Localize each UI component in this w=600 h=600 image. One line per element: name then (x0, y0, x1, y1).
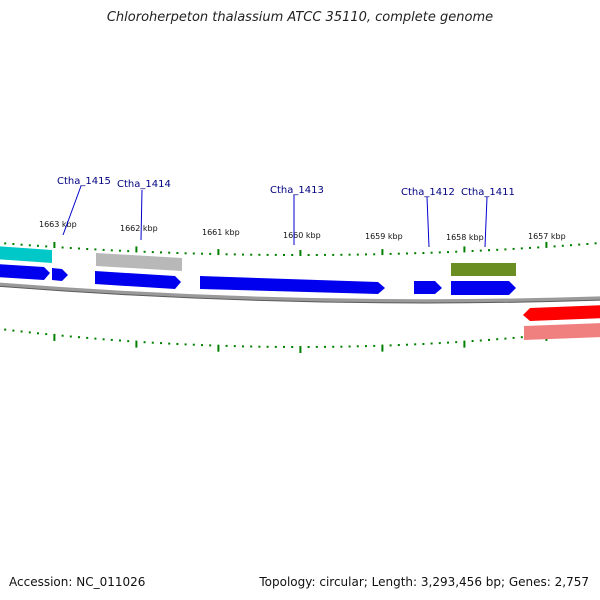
leader-line (426, 196, 430, 248)
gene-label-ctha-1413[interactable]: Ctha_1413 (270, 185, 324, 196)
gene-arrow-ctha-1412[interactable] (414, 281, 442, 294)
scale-label: 1663 kbp (39, 220, 77, 229)
gene-label-ctha-1414[interactable]: Ctha_1414 (117, 179, 171, 190)
scale-label: 1662 kbp (120, 224, 158, 233)
scale-label: 1660 kbp (283, 231, 321, 240)
gene-arrow-reverse[interactable] (523, 305, 600, 321)
inner-tick-ring (4, 328, 597, 353)
gene-arrow[interactable] (0, 264, 50, 280)
gene-label-ctha-1412[interactable]: Ctha_1412 (401, 187, 455, 198)
feature-cyan[interactable] (0, 246, 52, 263)
gene-label-ctha-1415[interactable]: Ctha_1415 (57, 176, 111, 187)
gene-arrow-ctha-1413[interactable] (200, 276, 385, 294)
outer-tick-ring (4, 241, 597, 256)
genome-summary: Topology: circular; Length: 3,293,456 bp… (259, 575, 589, 589)
leader-line (484, 196, 488, 248)
feature-gray[interactable] (96, 253, 182, 271)
scale-label: 1659 kbp (365, 232, 403, 241)
feature-olive[interactable] (451, 263, 516, 276)
scale-labels: 1663 kbp 1662 kbp 1661 kbp 1660 kbp 1659… (39, 220, 566, 242)
accession-label: Accession: NC_011026 (9, 575, 146, 589)
scale-label: 1658 kbp (446, 233, 484, 242)
gene-label-ctha-1411[interactable]: Ctha_1411 (461, 187, 515, 198)
feature-track-reverse (523, 305, 600, 340)
scale-label: 1661 kbp (202, 228, 240, 237)
gene-arrow-ctha-1411[interactable] (451, 281, 516, 295)
gene-arrow-ctha-1414[interactable] (95, 271, 181, 289)
leader-line (140, 189, 143, 241)
feature-track-genes (0, 264, 516, 295)
genome-backbone-shadow (0, 285, 600, 304)
gene-labels: Ctha_1415 Ctha_1414 Ctha_1413 Ctha_1412 … (57, 176, 515, 248)
map-title: Chloroherpeton thalassium ATCC 35110, co… (106, 10, 494, 25)
feature-track-outer (0, 246, 516, 276)
genome-backbone (0, 282, 600, 303)
leader-line (62, 185, 82, 236)
feature-pink[interactable] (524, 323, 600, 340)
scale-label: 1657 kbp (528, 232, 566, 241)
gene-arrow[interactable] (52, 268, 68, 281)
